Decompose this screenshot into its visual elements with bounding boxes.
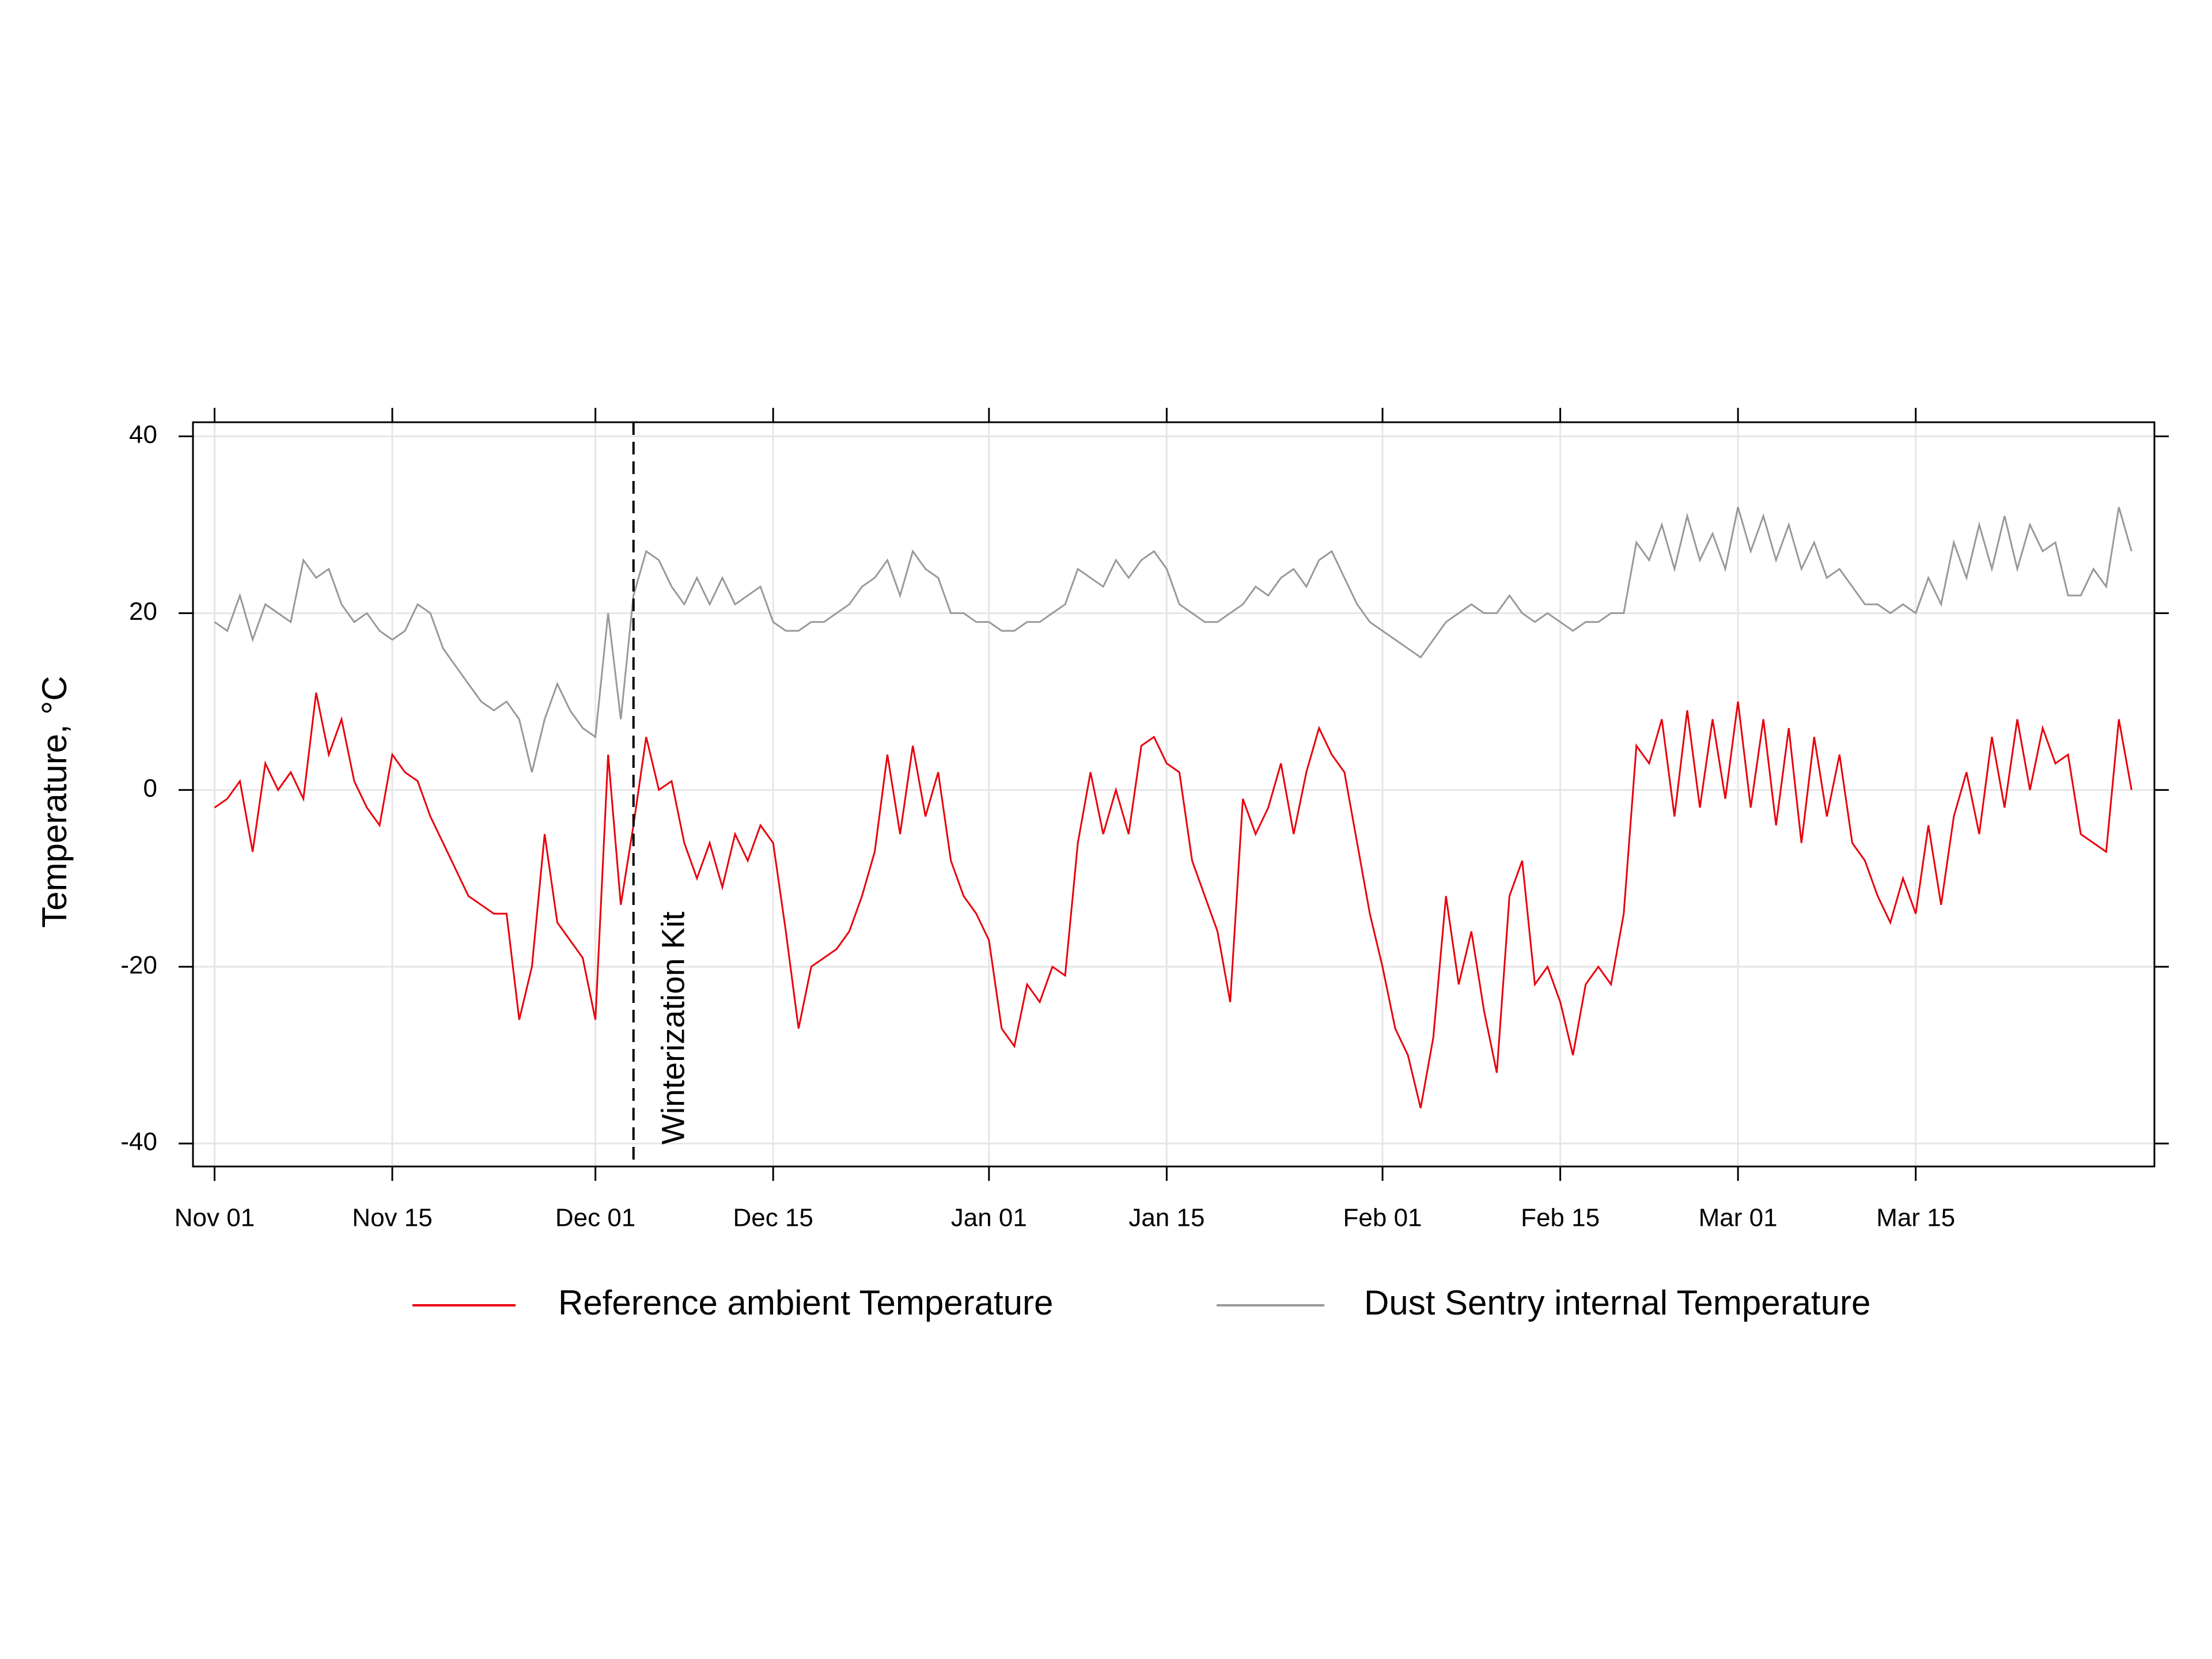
series-line — [214, 692, 2133, 1109]
y-tick-label: -40 — [120, 1128, 157, 1156]
y-tick-label: 40 — [129, 421, 157, 449]
x-tick-label: Feb 15 — [1521, 1204, 1600, 1232]
y-tick-label: -20 — [120, 951, 157, 979]
plot-frame — [192, 421, 2156, 1168]
legend-label: Reference ambient Temperature — [558, 1283, 1053, 1322]
x-tick-label: Nov 15 — [352, 1204, 432, 1232]
x-tick-label: Mar 15 — [1876, 1204, 1955, 1232]
y-tick-label: 20 — [129, 597, 157, 626]
x-tick-label: Mar 01 — [1699, 1204, 1778, 1232]
x-tick-label: Jan 15 — [1128, 1204, 1205, 1232]
x-tick-label: Jan 01 — [951, 1204, 1027, 1232]
x-tick-label: Feb 01 — [1343, 1204, 1422, 1232]
x-tick-label: Dec 15 — [733, 1204, 813, 1232]
x-tick-label: Dec 01 — [555, 1204, 635, 1232]
legend-label: Dust Sentry internal Temperature — [1364, 1283, 1870, 1322]
series-line — [214, 506, 2133, 772]
annotation-label: Winterization Kit — [655, 911, 691, 1145]
y-axis-label: Temperature, °C — [35, 676, 74, 928]
x-tick-label: Nov 01 — [175, 1204, 255, 1232]
y-tick-label: 0 — [143, 774, 157, 802]
